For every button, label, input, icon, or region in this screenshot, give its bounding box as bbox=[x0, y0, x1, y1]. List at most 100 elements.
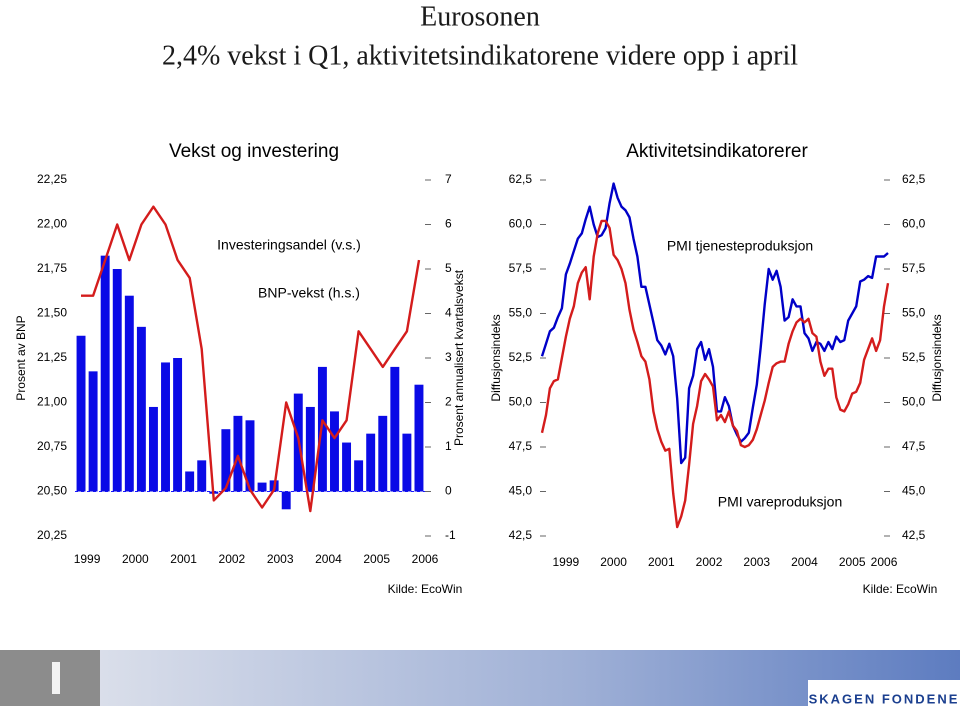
x-tick-label: 2006 bbox=[412, 552, 439, 566]
y-tick-label: 21,00 bbox=[37, 395, 67, 409]
bar bbox=[305, 406, 315, 492]
x-tick-label: 2000 bbox=[122, 552, 149, 566]
slide-title: Eurosonen bbox=[420, 1, 540, 32]
x-tick-label: 2005 bbox=[839, 555, 866, 569]
bar bbox=[414, 384, 424, 492]
x-tick-label: 2006 bbox=[871, 555, 898, 569]
source: Kilde: EcoWin bbox=[863, 582, 938, 596]
footer-band bbox=[0, 650, 960, 706]
y-tick-label: 42,5 bbox=[509, 528, 533, 542]
y2-tick-label: 1 bbox=[445, 439, 452, 453]
bar bbox=[378, 415, 388, 492]
y-axis-label: Prosent av BNP bbox=[14, 315, 28, 400]
y2-axis-label: Prosent annualisert kvartalsvekst bbox=[452, 269, 466, 446]
y2-tick-label: 57,5 bbox=[902, 261, 926, 275]
bar bbox=[281, 491, 291, 510]
y-tick-label: 45,0 bbox=[509, 484, 533, 498]
bar bbox=[221, 429, 231, 492]
x-tick-label: 2002 bbox=[219, 552, 246, 566]
y-tick-label: 52,5 bbox=[509, 350, 533, 364]
bar bbox=[233, 415, 243, 492]
bar bbox=[402, 433, 412, 492]
lighthouse bbox=[52, 662, 60, 694]
logo-box bbox=[808, 680, 960, 710]
y2-tick-label: 62,5 bbox=[902, 172, 926, 186]
x-tick-label: 2002 bbox=[696, 555, 723, 569]
bar bbox=[148, 406, 158, 492]
y-tick-label: 50,0 bbox=[509, 395, 533, 409]
y2-tick-label: -1 bbox=[445, 528, 456, 542]
y-tick-label: 22,25 bbox=[37, 172, 67, 186]
bar bbox=[330, 411, 339, 492]
y2-tick-label: 50,0 bbox=[902, 395, 926, 409]
lighthouse-image bbox=[0, 650, 100, 706]
y2-tick-label: 5 bbox=[445, 261, 452, 275]
y-axis-label: Diffusjonsindeks bbox=[489, 314, 503, 401]
y-tick-label: 20,25 bbox=[37, 528, 67, 542]
series-label: PMI vareproduksjon bbox=[718, 494, 843, 510]
bar bbox=[245, 420, 255, 492]
y-tick-label: 57,5 bbox=[509, 261, 533, 275]
bar bbox=[366, 433, 376, 492]
logo: SKAGEN FONDENE bbox=[809, 691, 960, 706]
line bbox=[540, 182, 889, 465]
series-label: BNP-vekst (h.s.) bbox=[258, 285, 360, 301]
y-tick-label: 60,0 bbox=[509, 217, 533, 231]
y-tick-label: 20,75 bbox=[37, 439, 67, 453]
y2-axis-label: Diffusjonsindeks bbox=[930, 314, 944, 401]
chart-title: Aktivitetsindikatorerer bbox=[626, 141, 808, 162]
series-label: Investeringsandel (v.s.) bbox=[217, 237, 361, 253]
y-tick-label: 20,50 bbox=[37, 484, 67, 498]
bar bbox=[161, 362, 170, 492]
bar bbox=[136, 326, 146, 492]
bar bbox=[100, 255, 110, 492]
line bbox=[81, 205, 421, 513]
bar bbox=[257, 482, 267, 492]
bar bbox=[173, 358, 183, 492]
x-tick-label: 2003 bbox=[267, 552, 294, 566]
y-tick-label: 22,00 bbox=[37, 217, 67, 231]
y2-tick-label: 6 bbox=[445, 217, 452, 231]
x-tick-label: 2001 bbox=[170, 552, 197, 566]
series-label: PMI tjenesteproduksjon bbox=[667, 238, 813, 254]
y2-tick-label: 0 bbox=[445, 484, 452, 498]
y2-tick-label: 47,5 bbox=[902, 439, 926, 453]
bar bbox=[112, 269, 122, 492]
x-tick-label: 2004 bbox=[791, 555, 818, 569]
y2-tick-label: 45,0 bbox=[902, 484, 926, 498]
y-tick-label: 55,0 bbox=[509, 306, 533, 320]
y2-tick-label: 3 bbox=[445, 350, 452, 364]
x-tick-label: 2004 bbox=[315, 552, 342, 566]
chart-title: Vekst og investering bbox=[169, 141, 339, 162]
x-tick-label: 2001 bbox=[648, 555, 675, 569]
x-tick-label: 1999 bbox=[74, 552, 101, 566]
bar bbox=[185, 471, 195, 492]
y2-tick-label: 2 bbox=[445, 395, 452, 409]
y-tick-label: 47,5 bbox=[509, 439, 533, 453]
bar bbox=[342, 442, 352, 492]
bar bbox=[354, 460, 364, 492]
x-tick-label: 2003 bbox=[743, 555, 770, 569]
bar bbox=[88, 371, 98, 492]
y2-tick-label: 7 bbox=[445, 172, 452, 186]
y2-tick-label: 60,0 bbox=[902, 217, 926, 231]
y2-tick-label: 52,5 bbox=[902, 350, 926, 364]
x-tick-label: 2000 bbox=[600, 555, 627, 569]
y-tick-label: 21,75 bbox=[37, 261, 67, 275]
y2-tick-label: 4 bbox=[445, 306, 452, 320]
y-tick-label: 21,50 bbox=[37, 306, 67, 320]
bar bbox=[124, 295, 134, 492]
y-tick-label: 62,5 bbox=[509, 172, 533, 186]
x-tick-label: 2005 bbox=[363, 552, 390, 566]
source: Kilde: EcoWin bbox=[388, 582, 463, 596]
y2-tick-label: 55,0 bbox=[902, 306, 926, 320]
bar bbox=[76, 335, 86, 492]
line bbox=[540, 219, 890, 529]
x-tick-label: 1999 bbox=[553, 555, 580, 569]
bar bbox=[390, 366, 400, 492]
slide-subtitle: 2,4% vekst i Q1, aktivitetsindikatorene … bbox=[162, 40, 798, 71]
y-tick-label: 21,25 bbox=[37, 350, 67, 364]
bar bbox=[197, 460, 207, 492]
